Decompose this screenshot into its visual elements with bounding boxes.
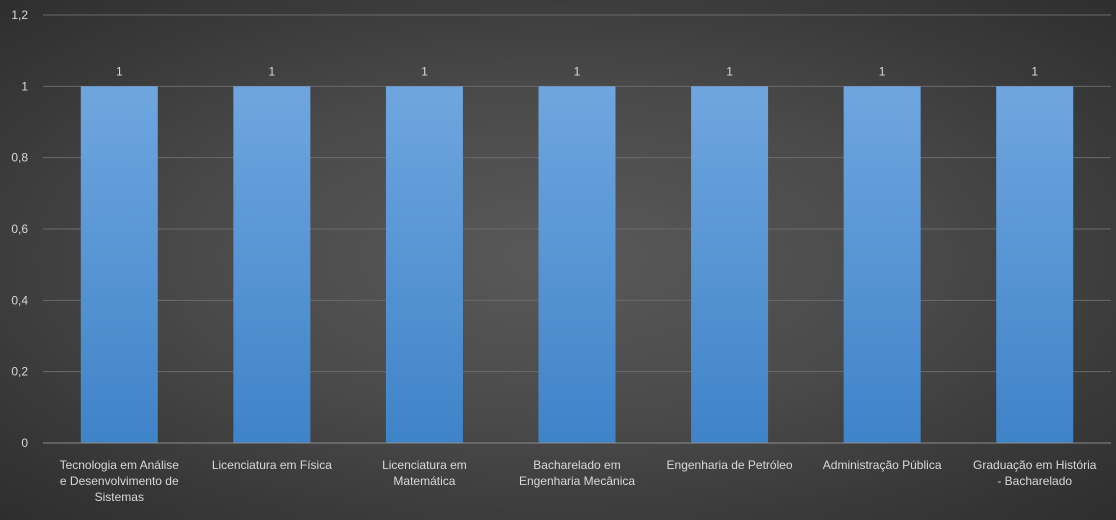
x-tick-label-line: Graduação em História (973, 458, 1097, 472)
bar (691, 86, 769, 443)
data-label: 1 (726, 64, 733, 78)
y-tick-label: 0,6 (11, 222, 28, 236)
x-tick-label-line: Tecnologia em Análise (60, 458, 180, 472)
x-tick-label-line: Bacharelado em (533, 458, 620, 472)
y-tick-label: 1,2 (11, 8, 28, 22)
x-tick-label: Administração Pública (823, 458, 942, 472)
bar (843, 86, 921, 443)
bar (385, 86, 463, 443)
x-tick-label-line: Licenciatura em Física (212, 458, 332, 472)
x-tick-label-line: Matemática (393, 474, 455, 488)
x-tick-label-line: Engenharia de Petróleo (667, 458, 793, 472)
x-tick-label-line: Administração Pública (823, 458, 942, 472)
x-tick-label-line: Licenciatura em (382, 458, 467, 472)
bar (233, 86, 311, 443)
x-tick-label: Graduação em História - Bacharelado (973, 458, 1097, 488)
data-label: 1 (879, 64, 886, 78)
x-axis-tick-labels: Tecnologia em Análise e Desenvolvimento d… (60, 458, 1097, 504)
data-label: 1 (116, 64, 123, 78)
x-tick-label-line: Sistemas (95, 490, 144, 504)
x-tick-label: Licenciatura em Matemática (382, 458, 467, 488)
data-label: 1 (421, 64, 428, 78)
y-axis-tick-labels: 0 0,2 0,4 0,6 0,8 1 1,2 (11, 8, 28, 450)
x-tick-label: Bacharelado em Engenharia Mecânica (519, 458, 635, 488)
bar (80, 86, 158, 443)
data-label: 1 (574, 64, 581, 78)
bar (538, 86, 616, 443)
y-tick-label: 0,2 (11, 365, 28, 379)
data-labels: 1 1 1 1 1 1 1 (116, 64, 1038, 78)
data-label: 1 (269, 64, 276, 78)
x-tick-label: Engenharia de Petróleo (667, 458, 793, 472)
x-tick-label: Tecnologia em Análise e Desenvolvimento d… (60, 458, 180, 504)
y-tick-label: 0,4 (11, 293, 28, 307)
x-tick-label-line: - Bacharelado (997, 474, 1072, 488)
bar (996, 86, 1074, 443)
y-tick-label: 0,8 (11, 151, 28, 165)
bars (80, 86, 1074, 443)
data-label: 1 (1031, 64, 1038, 78)
x-tick-label: Licenciatura em Física (212, 458, 332, 472)
y-tick-label: 0 (21, 436, 28, 450)
x-tick-label-line: e Desenvolvimento de (60, 474, 179, 488)
x-tick-label-line: Engenharia Mecânica (519, 474, 635, 488)
y-tick-label: 1 (21, 79, 28, 93)
